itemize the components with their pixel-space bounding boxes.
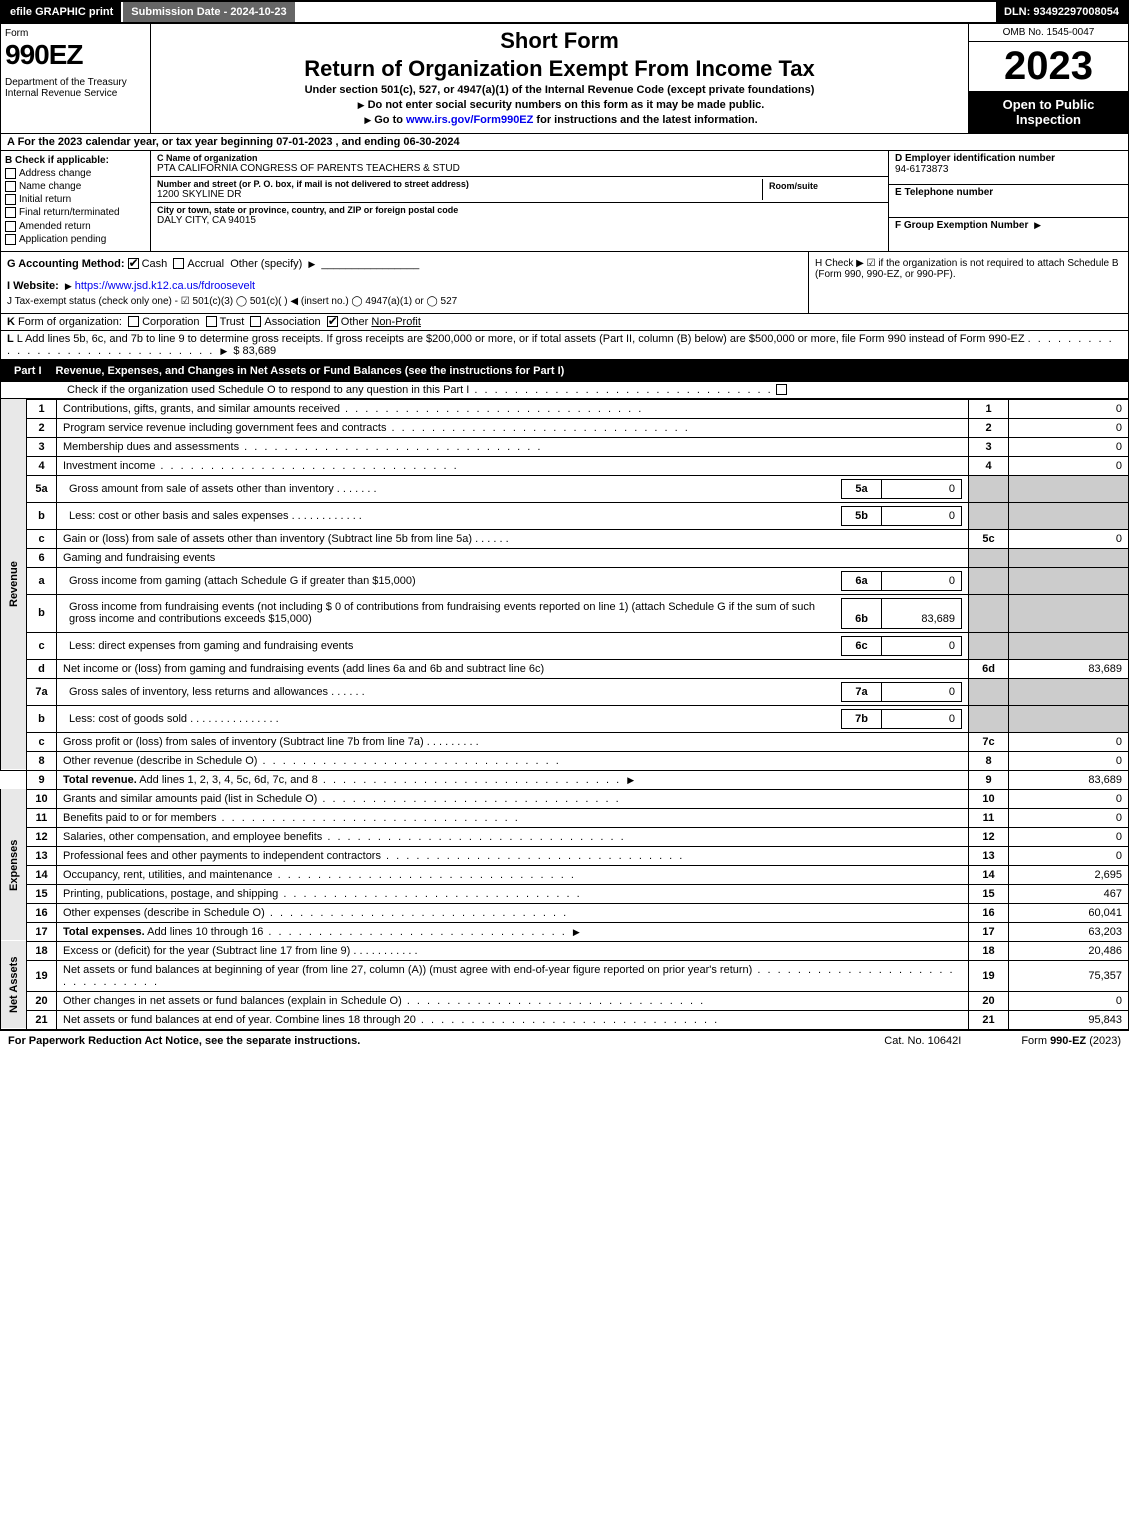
org-name: PTA CALIFORNIA CONGRESS OF PARENTS TEACH… — [157, 163, 882, 174]
box-d-e-f: D Employer identification number 94-6173… — [888, 151, 1128, 251]
submission-date-label: Submission Date - 2024-10-23 — [123, 2, 296, 22]
website-row: I Website: https://www.jsd.k12.ca.us/fdr… — [7, 280, 802, 292]
dln-label: DLN: 93492297008054 — [996, 2, 1127, 22]
form-number: 990EZ — [5, 39, 146, 71]
chk-accrual[interactable] — [173, 258, 184, 269]
ein-value: 94-6173873 — [895, 164, 1122, 175]
box-b: B Check if applicable: Address change Na… — [1, 151, 151, 251]
header-center: Short Form Return of Organization Exempt… — [151, 24, 968, 133]
row-l: L L Add lines 5b, 6c, and 7b to line 9 t… — [0, 331, 1129, 360]
chk-corp[interactable] — [128, 316, 139, 327]
netassets-label: Net Assets — [1, 941, 27, 1029]
omb-number: OMB No. 1545-0047 — [969, 24, 1128, 42]
chk-initial-return[interactable] — [5, 194, 16, 205]
row-k: K Form of organization: Corporation Trus… — [0, 314, 1129, 331]
city-label: City or town, state or province, country… — [157, 205, 882, 215]
part1-check-row: Check if the organization used Schedule … — [0, 382, 1129, 399]
form-header: Form 990EZ Department of the Treasury In… — [0, 24, 1129, 134]
org-name-label: C Name of organization — [157, 153, 882, 163]
box-c: C Name of organization PTA CALIFORNIA CO… — [151, 151, 888, 251]
room-label: Room/suite — [769, 181, 876, 191]
main-title: Return of Organization Exempt From Incom… — [159, 56, 960, 82]
header-right: OMB No. 1545-0047 2023 Open to Public In… — [968, 24, 1128, 133]
ein-label: D Employer identification number — [895, 153, 1122, 164]
note-ssn: Do not enter social security numbers on … — [159, 99, 960, 111]
form-ref: Form 990-EZ (2023) — [1021, 1035, 1121, 1047]
chk-amended[interactable] — [5, 221, 16, 232]
chk-cash[interactable] — [128, 258, 139, 269]
paperwork-notice: For Paperwork Reduction Act Notice, see … — [8, 1035, 360, 1047]
chk-schedule-o[interactable] — [776, 384, 787, 395]
org-address: 1200 SKYLINE DR — [157, 189, 762, 200]
chk-app-pending[interactable] — [5, 234, 16, 245]
cat-no: Cat. No. 10642I — [884, 1035, 961, 1047]
revenue-label: Revenue — [1, 399, 27, 770]
gross-receipts: $ 83,689 — [233, 345, 276, 357]
tax-exempt-status: J Tax-exempt status (check only one) - ☑… — [7, 296, 802, 307]
part1-table: Revenue 1Contributions, gifts, grants, a… — [0, 399, 1129, 1030]
form-word: Form — [5, 28, 146, 39]
short-form-title: Short Form — [159, 28, 960, 54]
efile-print-button[interactable]: efile GRAPHIC print — [2, 2, 123, 22]
info-grid: B Check if applicable: Address change Na… — [0, 151, 1129, 252]
part1-label: Part I — [8, 363, 48, 379]
chk-address-change[interactable] — [5, 168, 16, 179]
irs-link[interactable]: www.irs.gov/Form990EZ — [406, 114, 533, 126]
org-city: DALY CITY, CA 94015 — [157, 215, 882, 226]
part1-title: Revenue, Expenses, and Changes in Net As… — [56, 365, 565, 377]
chk-assoc[interactable] — [250, 316, 261, 327]
part1-header: Part I Revenue, Expenses, and Changes in… — [0, 360, 1129, 382]
chk-trust[interactable] — [206, 316, 217, 327]
box-b-title: B Check if applicable: — [5, 155, 109, 166]
subtitle: Under section 501(c), 527, or 4947(a)(1)… — [159, 84, 960, 96]
box-h: H Check ▶ ☑ if the organization is not r… — [808, 252, 1128, 313]
dept-label: Department of the Treasury Internal Reve… — [5, 77, 146, 99]
header-left: Form 990EZ Department of the Treasury In… — [1, 24, 151, 133]
page-footer: For Paperwork Reduction Act Notice, see … — [0, 1030, 1129, 1051]
open-public-inspection: Open to Public Inspection — [969, 91, 1128, 133]
grp-label: F Group Exemption Number — [895, 220, 1028, 231]
addr-label: Number and street (or P. O. box, if mail… — [157, 179, 762, 189]
note-link: Go to www.irs.gov/Form990EZ for instruct… — [159, 114, 960, 126]
tax-year: 2023 — [969, 42, 1128, 91]
chk-other-org[interactable] — [327, 316, 338, 327]
row-g-h: G Accounting Method: Cash Accrual Other … — [0, 252, 1129, 314]
tel-label: E Telephone number — [895, 187, 1122, 198]
top-bar: efile GRAPHIC print Submission Date - 20… — [0, 0, 1129, 24]
chk-name-change[interactable] — [5, 181, 16, 192]
section-a: A For the 2023 calendar year, or tax yea… — [0, 134, 1129, 151]
expenses-label: Expenses — [1, 789, 27, 941]
accounting-method: G Accounting Method: Cash Accrual Other … — [7, 258, 802, 270]
chk-final-return[interactable] — [5, 207, 16, 218]
website-link[interactable]: https://www.jsd.k12.ca.us/fdroosevelt — [75, 280, 255, 292]
